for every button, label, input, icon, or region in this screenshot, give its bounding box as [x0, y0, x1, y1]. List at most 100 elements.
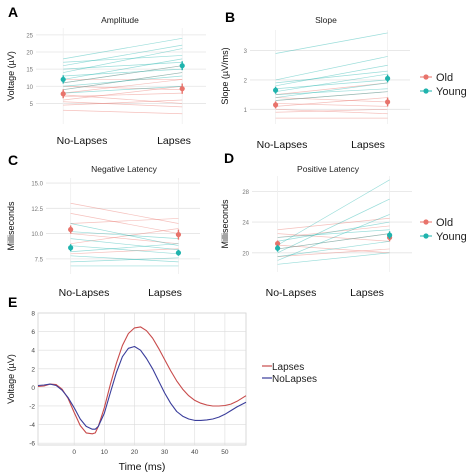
subject-line-young: [70, 245, 179, 255]
subject-line-young: [277, 240, 390, 257]
legend-old-young-top: Old Young: [420, 72, 467, 98]
subject-line-young: [70, 243, 179, 253]
subject-line-old: [277, 233, 390, 242]
subject-line-young: [63, 37, 183, 60]
y-tick-label: 7.5: [35, 257, 44, 263]
mean-point-young: [179, 63, 185, 69]
x-category-label: No-Lapses: [57, 135, 108, 147]
legend-old-young-bottom: Old Young: [420, 217, 467, 243]
y-tick-label: 15.0: [31, 182, 43, 188]
panel-title: Slope: [315, 15, 337, 25]
subject-line-young: [63, 61, 183, 70]
subject-line-old: [70, 248, 179, 255]
y-axis-label: Voltage (µV): [6, 51, 16, 101]
subject-line-old: [277, 217, 390, 231]
y-axis-label: Slope (µV/ms): [220, 47, 230, 104]
subject-line-young: [277, 214, 390, 261]
legend-young-marker: [423, 233, 429, 239]
subject-line-young: [63, 44, 183, 67]
subject-line-young: [275, 64, 388, 87]
y-tick-label: 0: [31, 385, 35, 392]
subject-line-old: [63, 99, 183, 106]
subject-line-young: [63, 58, 183, 80]
subject-line-old: [275, 91, 388, 101]
panel-letter-a: A: [8, 4, 18, 20]
legend-old-marker: [423, 219, 429, 225]
mean-point-young: [68, 245, 74, 251]
mean-point-old: [273, 102, 279, 108]
x-category-label: Lapses: [350, 287, 384, 299]
x-category-label: No-Lapses: [257, 139, 308, 151]
y-axis-label: Milliseconds: [220, 199, 230, 249]
mean-point-old: [385, 99, 391, 105]
mean-point-old: [68, 226, 74, 233]
y-tick-label: 2: [31, 366, 35, 373]
x-category-label: Lapses: [157, 135, 191, 147]
subject-line-young: [63, 48, 183, 73]
y-tick-label: 10: [26, 85, 33, 91]
subject-line-young: [63, 68, 183, 77]
series-line-lapses: [37, 326, 247, 435]
subject-line-young: [275, 32, 388, 54]
x-category-label: No-Lapses: [266, 287, 317, 299]
subject-line-young: [275, 82, 388, 98]
x-tick-label: 50: [221, 449, 229, 456]
x-tick-label: 40: [191, 449, 199, 456]
x-category-label: Lapses: [148, 287, 182, 299]
mean-point-young: [273, 87, 279, 93]
legend-young-label: Young: [436, 231, 467, 243]
legend-old-label: Old: [436, 217, 453, 229]
legend-old-label: Old: [436, 72, 453, 84]
mean-point-old: [175, 231, 182, 238]
subject-line-young: [275, 91, 388, 101]
panel-title: Amplitude: [101, 15, 139, 25]
y-tick-label: 20: [242, 251, 249, 257]
subject-line-old: [275, 97, 388, 103]
subject-line-old: [63, 85, 183, 91]
legend-old-marker: [423, 74, 429, 80]
subject-line-old: [277, 244, 390, 254]
subject-line-old: [70, 218, 179, 224]
panel-title: Positive Latency: [297, 164, 360, 174]
y-tick-label: 5: [30, 102, 34, 108]
mean-point-young: [275, 245, 281, 251]
y-tick-label: 25: [26, 33, 33, 39]
subject-line-young: [70, 238, 179, 251]
subject-line-young: [277, 179, 390, 246]
panel-letter-b: B: [225, 9, 235, 25]
subject-line-old: [275, 97, 388, 107]
y-tick-label: 15: [26, 68, 33, 74]
panel-letter-d: D: [224, 150, 234, 166]
mean-point-old: [275, 240, 281, 247]
subject-line-old: [277, 225, 390, 238]
y-tick-label: 6: [31, 329, 35, 336]
x-category-label: No-Lapses: [59, 287, 110, 299]
subject-line-old: [70, 202, 179, 224]
legend-young-label: Young: [436, 86, 467, 98]
panel-letter-c: C: [8, 152, 18, 168]
legend-nolapses-label: NoLapses: [272, 374, 317, 385]
y-tick-label: 20: [26, 51, 33, 57]
x-category-label: Lapses: [351, 139, 385, 151]
y-tick-label: 24: [242, 221, 249, 227]
subject-line-young: [275, 79, 388, 90]
mean-point-young: [385, 75, 391, 82]
subject-line-old: [63, 65, 183, 84]
y-tick-label: -4: [29, 422, 35, 429]
subject-line-young: [277, 221, 390, 242]
subject-line-young: [63, 75, 183, 87]
subject-line-young: [275, 88, 388, 95]
y-tick-label: 3: [244, 49, 248, 55]
mean-point-young: [175, 250, 182, 256]
subject-line-young: [70, 223, 179, 247]
subject-line-old: [277, 233, 390, 250]
subject-line-young: [277, 198, 390, 254]
subject-line-young: [277, 252, 390, 265]
x-tick-label: 20: [131, 449, 139, 456]
subject-line-old: [70, 213, 179, 234]
subject-line-young: [63, 85, 183, 94]
negative-latency-panel: 7.5 10.0 12.5 15.0 Negative Latency Milliseco…: [6, 164, 200, 299]
x-tick-label: 10: [101, 449, 109, 456]
y-tick-label: 10.0: [31, 232, 43, 238]
x-tick-label: 0: [72, 449, 76, 456]
